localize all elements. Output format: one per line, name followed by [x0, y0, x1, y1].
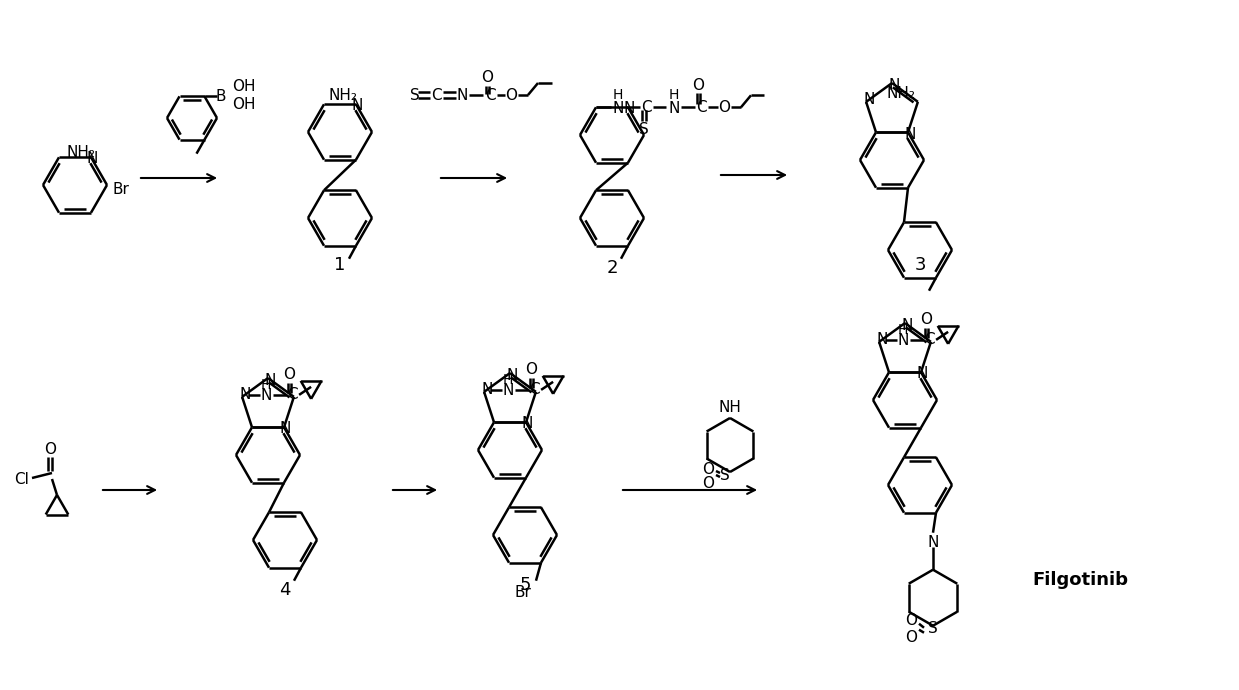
Text: Br: Br: [514, 585, 532, 600]
Text: C: C: [286, 387, 297, 402]
Text: O: O: [717, 100, 730, 115]
Text: N: N: [668, 101, 680, 116]
Text: N: N: [897, 333, 908, 348]
Text: O: O: [693, 78, 704, 92]
Text: OH: OH: [233, 79, 256, 94]
Text: O: O: [904, 613, 917, 628]
Text: N: N: [260, 388, 271, 404]
Text: H: H: [613, 88, 623, 102]
Text: N: N: [279, 421, 291, 436]
Text: N: N: [904, 127, 916, 141]
Text: NH₂: NH₂: [330, 88, 358, 103]
Text: N: N: [522, 416, 533, 431]
Text: Cl: Cl: [15, 473, 30, 488]
Text: 3: 3: [914, 256, 926, 274]
Text: 1: 1: [335, 256, 346, 274]
Text: N: N: [352, 98, 363, 112]
Text: 4: 4: [279, 581, 291, 599]
Text: N: N: [917, 366, 928, 381]
Text: N: N: [87, 151, 98, 166]
Text: N: N: [864, 92, 875, 108]
Text: N: N: [264, 373, 276, 388]
Text: H: H: [503, 373, 513, 387]
Text: S: S: [410, 88, 420, 103]
Text: N: N: [901, 317, 913, 333]
Text: S: S: [720, 468, 730, 482]
Text: N: N: [239, 387, 250, 402]
Text: O: O: [506, 88, 517, 103]
Text: H: H: [669, 88, 679, 102]
Text: C: C: [695, 100, 706, 115]
Text: C: C: [431, 88, 441, 103]
Text: N: N: [927, 535, 939, 550]
Text: N: N: [482, 382, 493, 397]
Text: O: O: [703, 477, 714, 491]
Text: O: O: [525, 362, 538, 377]
Text: S: S: [928, 621, 938, 636]
Text: 5: 5: [519, 576, 530, 594]
Text: OH: OH: [233, 97, 256, 112]
Text: O: O: [45, 442, 56, 457]
Text: N: N: [888, 77, 900, 92]
Text: C: C: [529, 382, 539, 397]
Text: 2: 2: [606, 259, 618, 277]
Text: N: N: [456, 88, 467, 103]
Text: S: S: [639, 122, 649, 137]
Text: O: O: [481, 70, 493, 86]
Text: C: C: [484, 88, 496, 103]
Text: N: N: [623, 101, 634, 116]
Text: O: O: [282, 367, 295, 382]
Text: O: O: [703, 462, 714, 477]
Text: C: C: [641, 100, 652, 115]
Text: NH: NH: [719, 400, 741, 415]
Text: N: N: [612, 101, 623, 116]
Text: O: O: [921, 313, 932, 327]
Text: N: N: [507, 368, 518, 382]
Text: NH₂: NH₂: [886, 86, 916, 101]
Text: O: O: [904, 630, 917, 645]
Text: B: B: [216, 89, 225, 104]
Text: H: H: [261, 378, 271, 392]
Text: Filgotinib: Filgotinib: [1032, 571, 1127, 589]
Text: NH₂: NH₂: [67, 145, 95, 160]
Text: N: N: [503, 384, 514, 398]
Text: H: H: [898, 323, 908, 337]
Text: N: N: [876, 333, 888, 347]
Text: Br: Br: [112, 181, 129, 197]
Text: C: C: [924, 333, 934, 347]
